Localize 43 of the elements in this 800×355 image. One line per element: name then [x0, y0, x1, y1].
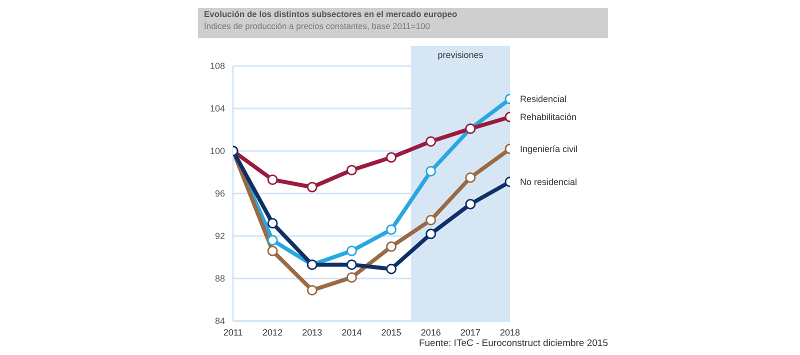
point: [306, 284, 318, 296]
point: [386, 224, 397, 235]
point: [426, 228, 436, 240]
x-tick-label: 2016: [420, 327, 441, 338]
series-label: Ingeniería civil: [520, 144, 578, 154]
point: [346, 246, 357, 256]
point: [267, 218, 278, 228]
y-tick-label: 84: [214, 316, 225, 326]
point: [386, 241, 397, 252]
point: [346, 272, 357, 283]
x-tick-label: 2014: [342, 327, 362, 338]
x-tick-label: 2018: [500, 327, 520, 338]
point: [267, 246, 278, 256]
point: [426, 166, 436, 176]
point: [267, 235, 278, 246]
series-label: Residencial: [520, 94, 567, 104]
source-note: Fuente: ITeC - Euroconstruct diciembre 2015: [418, 338, 608, 349]
band-label: previsiones: [438, 50, 484, 60]
y-tick-label: 88: [214, 274, 225, 284]
series-label: Rehabilitación: [520, 112, 577, 122]
y-tick-label: 104: [210, 104, 225, 114]
point: [386, 264, 397, 274]
x-tick-label: 2013: [302, 327, 322, 338]
chart-title: Evolución de los distintos subsectores en el mercado europeo: [204, 9, 458, 19]
point: [306, 182, 318, 192]
x-tick-label: 2011: [223, 327, 243, 338]
point: [267, 174, 278, 185]
x-tick-label: 2015: [381, 327, 402, 338]
point: [346, 164, 357, 176]
y-tick-label: 100: [210, 146, 225, 156]
point: [386, 152, 397, 163]
point: [465, 172, 476, 183]
point: [465, 198, 476, 210]
y-tick-label: 92: [214, 231, 225, 242]
x-tick-label: 2012: [262, 327, 283, 338]
y-tick-label: 108: [210, 61, 225, 72]
point: [426, 214, 436, 226]
y-tick-label: 96: [214, 188, 225, 199]
x-tick-label: 2017: [460, 327, 480, 338]
series-label: No residencial: [520, 176, 578, 187]
point: [346, 259, 357, 270]
chart-subtitle: Índices de producción a precios constantes, base 2011=100: [204, 21, 431, 31]
point: [426, 136, 436, 147]
